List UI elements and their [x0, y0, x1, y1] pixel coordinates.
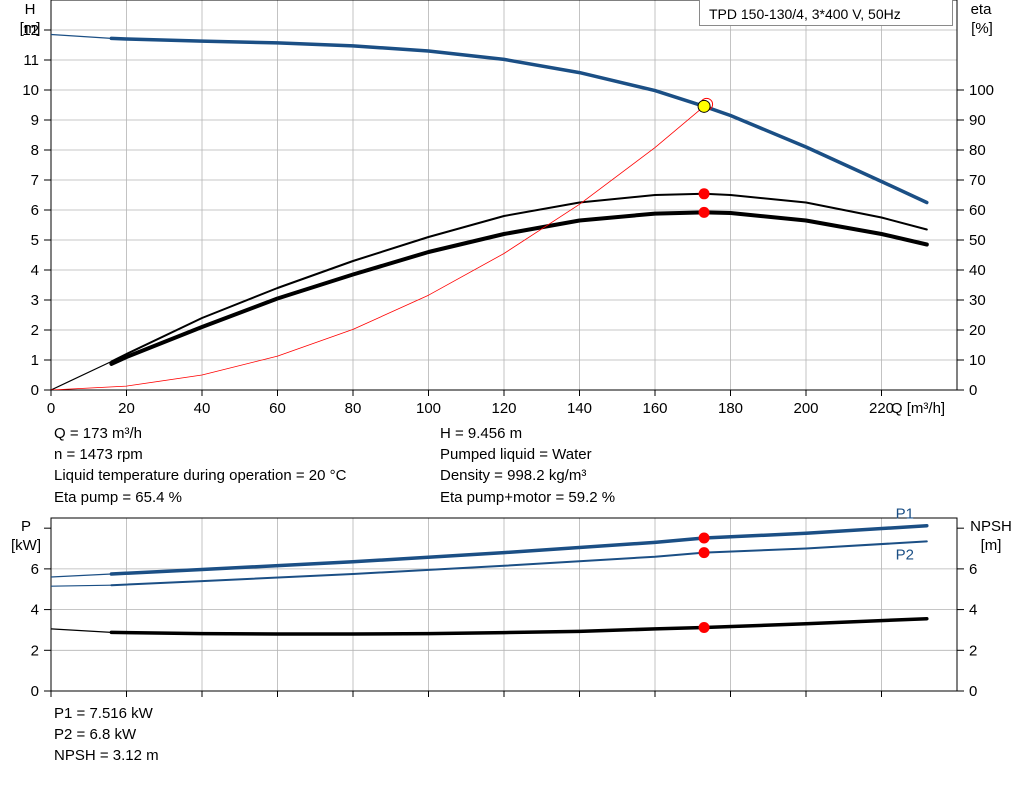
top-xtick-label-200: 200	[793, 400, 818, 417]
top-ytick-label-left-1: 1	[31, 352, 39, 369]
result-p2: P2 = 6.8 kW	[54, 726, 137, 743]
top-ytick-label-left-10: 10	[22, 82, 39, 99]
top-ytick-label-left-4: 4	[31, 262, 39, 279]
result-p1: P1 = 7.516 kW	[54, 705, 153, 722]
top-ytick-label-right-40: 40	[969, 262, 986, 279]
bottom-ytick-label-right-2: 2	[969, 642, 977, 659]
top-left-axis-title: H	[25, 1, 36, 18]
top-operating-point-2	[698, 206, 710, 218]
top-ytick-label-left-9: 9	[31, 112, 39, 129]
top-operating-point-1	[698, 188, 710, 200]
top-series-head	[109, 36, 929, 205]
top-xtick-label-40: 40	[194, 400, 211, 417]
top-ytick-label-left-11: 11	[23, 52, 39, 69]
result-speed: n = 1473 rpm	[54, 446, 143, 463]
bottom-series-p1_ext	[51, 573, 113, 578]
top-xtick-label-120: 120	[491, 400, 516, 417]
top-right-axis-unit: [%]	[971, 20, 993, 37]
top-ytick-label-right-90: 90	[969, 112, 986, 129]
bottom-ytick-label-right-4: 4	[969, 602, 977, 619]
bottom-series-p1	[109, 523, 929, 576]
top-left-axis-unit: [m]	[20, 20, 41, 37]
top-xtick-label-160: 160	[642, 400, 667, 417]
top-ytick-label-right-20: 20	[969, 322, 986, 339]
chart-title: TPD 150-130/4, 3*400 V, 50Hz	[699, 0, 953, 26]
top-ytick-label-right-0: 0	[969, 382, 977, 399]
bottom-series-p2	[110, 540, 928, 587]
top-x-axis-title: Q [m³/h]	[891, 400, 945, 417]
top-right-axis-title: eta	[971, 1, 993, 18]
result-head: H = 9.456 m	[440, 425, 523, 442]
top-ytick-label-left-0: 0	[31, 382, 39, 399]
top-ytick-label-left-6: 6	[31, 202, 39, 219]
top-xtick-label-100: 100	[416, 400, 441, 417]
top-ytick-label-left-3: 3	[31, 292, 39, 309]
top-ytick-label-right-60: 60	[969, 202, 986, 219]
top-ytick-label-left-7: 7	[31, 172, 39, 189]
bottom-operating-point-1	[698, 547, 710, 559]
top-ytick-label-right-70: 70	[969, 172, 986, 189]
bottom-series-label-p1: P1	[896, 506, 914, 523]
top-operating-point-0	[697, 99, 711, 113]
top-ytick-label-left-12: 12	[22, 22, 39, 39]
bottom-ytick-label-right-0: 0	[969, 683, 977, 700]
top-ytick-label-right-50: 50	[969, 232, 986, 249]
bottom-right-axis-unit: [m]	[981, 537, 1002, 554]
bottom-series-npsh	[109, 616, 929, 636]
bottom-ytick-label-left-6: 6	[31, 561, 39, 578]
top-curves	[51, 33, 929, 390]
top-xtick-label-220: 220	[869, 400, 894, 417]
top-xtick-label-80: 80	[345, 400, 362, 417]
top-ytick-label-right-30: 30	[969, 292, 986, 309]
result-eta-pump-motor: Eta pump+motor = 59.2 %	[440, 489, 616, 506]
result-npsh: NPSH = 3.12 m	[54, 747, 159, 764]
bottom-series-label-p2: P2	[896, 546, 914, 563]
top-xtick-label-140: 140	[567, 400, 592, 417]
bottom-ytick-label-left-4: 4	[31, 602, 39, 619]
result-eta-pump: Eta pump = 65.4 %	[54, 489, 182, 506]
top-series-eta_ext	[51, 360, 113, 390]
top-xtick-label-180: 180	[718, 400, 743, 417]
bottom-left-axis-title: P	[21, 518, 31, 535]
result-temperature: Liquid temperature during operation = 20…	[54, 467, 347, 484]
top-series-eta_pump	[110, 192, 928, 363]
top-ytick-label-right-80: 80	[969, 142, 986, 159]
bottom-ytick-label-right-6: 6	[969, 561, 977, 578]
bottom-operating-point-2	[698, 621, 710, 633]
top-ytick-label-right-100: 100	[969, 82, 994, 99]
result-liquid: Pumped liquid = Water	[440, 446, 592, 463]
bottom-curves	[51, 523, 929, 636]
top-ytick-label-left-8: 8	[31, 142, 39, 159]
top-series-head_ext	[51, 33, 113, 40]
bottom-left-axis-unit: [kW]	[11, 537, 41, 554]
bottom-ytick-label-left-2: 2	[31, 642, 39, 659]
top-series-eta_pm	[109, 210, 929, 366]
top-ytick-label-left-2: 2	[31, 322, 39, 339]
result-density: Density = 998.2 kg/m³	[440, 467, 587, 484]
top-series-system_curve	[51, 105, 705, 390]
bottom-series-npsh_ext	[51, 628, 113, 634]
bottom-right-axis-title: NPSH	[970, 518, 1012, 535]
top-xtick-label-20: 20	[118, 400, 135, 417]
bottom-operating-point-0	[698, 532, 710, 544]
top-xtick-label-60: 60	[269, 400, 286, 417]
top-ytick-label-left-5: 5	[31, 232, 39, 249]
result-flow: Q = 173 m³/h	[54, 425, 142, 442]
bottom-series-p2_ext	[51, 584, 113, 587]
top-ytick-label-right-10: 10	[969, 352, 986, 369]
bottom-ytick-label-left-0: 0	[31, 683, 39, 700]
top-xtick-label-0: 0	[47, 400, 55, 417]
